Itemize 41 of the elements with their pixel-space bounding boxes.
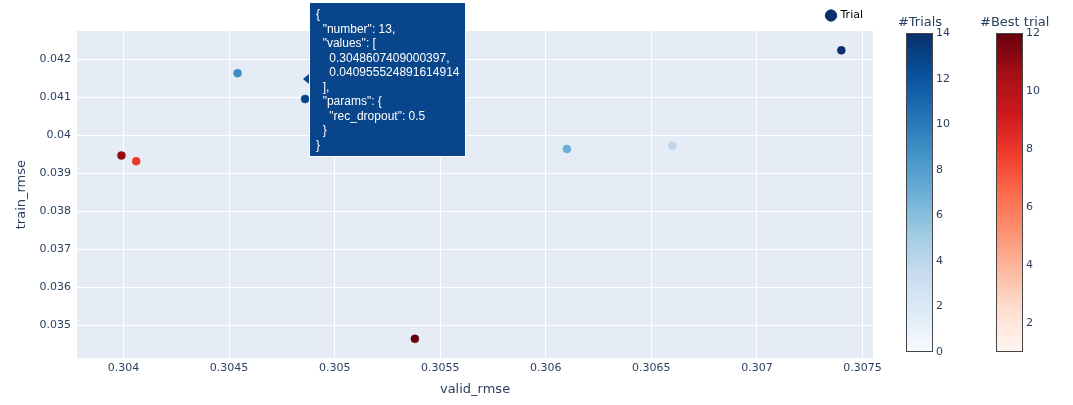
color-bar-label: 12 [1026, 26, 1040, 39]
x-tick-label: 0.306 [530, 360, 562, 374]
x-tick-label: 0.304 [107, 360, 140, 374]
color-bar-label: 6 [936, 208, 943, 222]
x-tick-label: 0.3065 [632, 360, 671, 374]
color-bar-label: 2 [936, 299, 943, 313]
color-bar-label: 0 [936, 345, 943, 358]
y-tick-label: 0.041 [39, 90, 72, 104]
color-bar-label: 10 [936, 117, 950, 131]
x-tick-label: 0.3075 [843, 360, 882, 374]
color-bar-label: 4 [1026, 258, 1033, 271]
x-tick-label: 0.3045 [209, 360, 249, 374]
y-tick-label: 0.035 [39, 318, 72, 332]
point [837, 46, 846, 55]
color-bar-label: 12 [936, 71, 950, 85]
point [668, 141, 677, 150]
y-tick-label: 0.037 [39, 242, 72, 256]
x-axis-title: valid_rmse [439, 380, 511, 396]
y-tick-label: 0.036 [39, 280, 72, 294]
color-bar-label: 8 [936, 162, 943, 176]
y-tick-label: 0.038 [39, 204, 72, 218]
color-bar-label: 4 [936, 253, 943, 267]
y-axis-title: train_rmse [13, 159, 29, 230]
color-bar-title: #Trials [896, 14, 943, 29]
point [233, 68, 242, 78]
x-tick-label: 0.305 [318, 360, 351, 374]
y-tick-label: 0.04 [46, 128, 72, 142]
color-bar-title: #Best trial [980, 14, 1050, 29]
color-bar-label: 2 [1026, 316, 1033, 329]
color-bar-label: 14 [936, 26, 950, 39]
legend-label: Trial [839, 8, 864, 22]
color-bar-label: 6 [1026, 200, 1033, 213]
y-tick-label: 0.039 [39, 166, 72, 180]
y-tick-label: 0.042 [39, 52, 72, 66]
x-tick-label: 0.307 [741, 360, 773, 374]
color-bar-label: 8 [1026, 142, 1033, 155]
text: { "number": 13, "values": [ 0.3048607409000397, 0.040955524891614914 ], "params": { "rec_dropout": 0.5 } } [316, 7, 460, 152]
point [562, 144, 572, 154]
x-tick-label: 0.3055 [420, 360, 460, 374]
color-bar-label: 10 [1026, 84, 1040, 97]
point [300, 94, 310, 104]
